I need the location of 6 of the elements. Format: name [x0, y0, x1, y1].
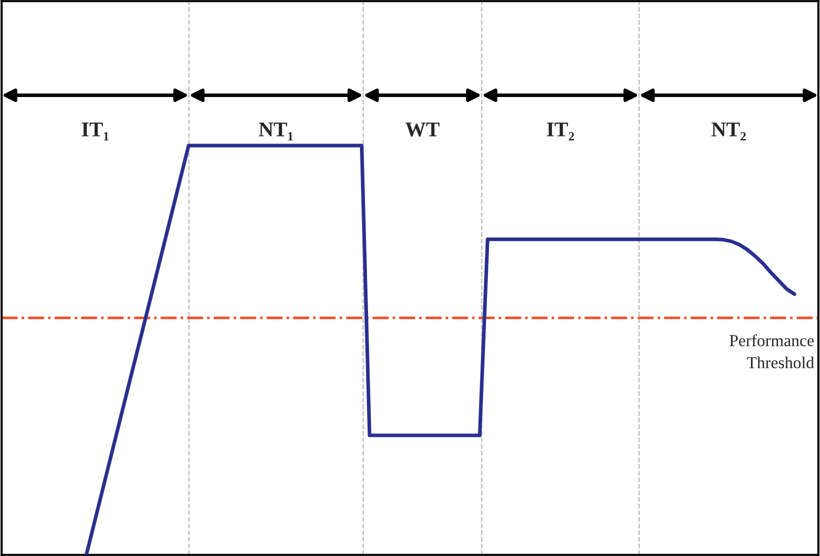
text: WT	[405, 122, 440, 137]
text: NT₁	[258, 122, 293, 140]
text: IT₂	[546, 122, 574, 140]
text: NT₂	[712, 122, 746, 140]
text: IT₁	[82, 122, 109, 140]
ref-line-label: Performance Threshold	[730, 334, 814, 368]
